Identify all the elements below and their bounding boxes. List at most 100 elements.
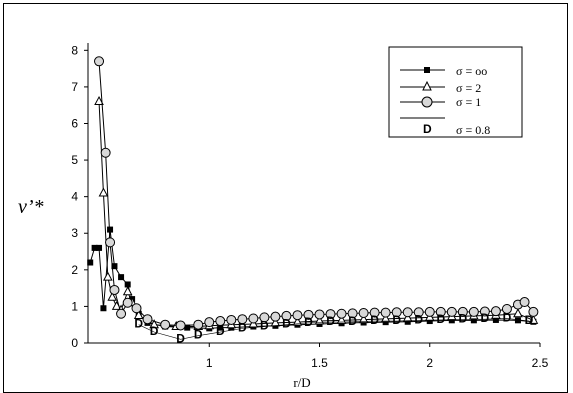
legend-marker-open-circle [421, 96, 433, 108]
x-tick-label: 2 [426, 356, 433, 370]
data-point-circle [215, 316, 226, 327]
data-point-circle [204, 317, 215, 328]
legend-marker-open-triangle [422, 80, 432, 91]
data-point-square [448, 317, 455, 324]
data-point-d: D [304, 315, 313, 329]
data-point-circle [193, 319, 204, 330]
y-axis-title: ν’* [18, 196, 44, 218]
data-point-circle [446, 306, 457, 317]
legend: σ = oo σ = 2 σ = 1 D σ = 0.8 [388, 46, 523, 138]
data-point-d: D [436, 312, 445, 326]
data-point-d: D [238, 320, 247, 334]
data-point-triangle [336, 314, 347, 324]
legend-entry-sigma-0-8: D σ = 0.8 [400, 117, 490, 137]
data-point-circle [105, 237, 116, 248]
legend-entry-sigma-1: σ = 1 [400, 95, 481, 109]
data-point-square [124, 281, 131, 288]
data-point-circle [100, 147, 111, 158]
data-point-triangle [513, 308, 523, 318]
data-point-triangle [292, 316, 303, 326]
data-point-triangle [402, 312, 413, 322]
data-point-triangle [358, 314, 369, 324]
legend-marker-letter-d: D [423, 122, 432, 136]
data-point-triangle [122, 286, 133, 296]
y-tick-label: 1 [71, 299, 78, 313]
data-point-square [107, 226, 114, 233]
data-point-square [184, 324, 191, 331]
data-point-d: D [282, 317, 291, 331]
data-point-d: D [525, 313, 534, 327]
data-point-circle [122, 297, 133, 308]
legend-label-sigma-0-8: σ = 0.8 [456, 123, 490, 137]
y-tick-label: 4 [71, 190, 78, 204]
data-point-circle [160, 319, 171, 330]
data-point-circle [131, 303, 142, 314]
data-point-circle [519, 297, 530, 308]
data-point-d: D [216, 324, 225, 338]
data-point-d: D [150, 324, 159, 338]
data-point-triangle [98, 187, 109, 197]
data-point-circle [109, 284, 120, 295]
data-point-d: D [326, 314, 335, 328]
data-point-d: D [176, 331, 185, 345]
data-point-circle [94, 56, 105, 67]
x-axis-title: r/D [293, 375, 310, 389]
data-point-d: D [370, 313, 379, 327]
data-point-square [426, 318, 433, 325]
x-tick-label: 2.5 [532, 356, 549, 370]
y-tick-label: 7 [71, 80, 78, 94]
data-point-square [514, 317, 521, 324]
data-point-d: D [194, 328, 203, 342]
data-point-circle [369, 307, 380, 318]
data-point-square [470, 317, 477, 324]
data-point-square [91, 244, 98, 251]
data-point-circle [402, 307, 413, 318]
y-tick-label: 2 [71, 263, 78, 277]
legend-label-sigma-oo: σ = oo [456, 64, 487, 78]
data-point-d: D [134, 317, 143, 331]
data-point-square [100, 305, 107, 312]
data-point-circle [314, 309, 325, 320]
data-point-triangle [380, 313, 391, 323]
data-point-circle [435, 306, 446, 317]
data-point-circle [391, 307, 402, 318]
data-point-triangle [94, 95, 104, 106]
y-tick-label: 3 [71, 226, 78, 240]
data-point-circle [292, 310, 303, 321]
data-point-circle [528, 306, 539, 317]
data-point-circle [142, 314, 153, 325]
data-point-circle [175, 320, 186, 331]
data-point-d: D [260, 319, 269, 333]
data-point-triangle [103, 271, 113, 281]
data-point-d: D [503, 310, 512, 324]
data-point-square [118, 274, 125, 281]
legend-label-sigma-2: σ = 2 [456, 81, 481, 95]
data-point-circle [281, 310, 292, 321]
legend-entry-sigma-2: σ = 2 [400, 80, 481, 95]
data-point-triangle [133, 309, 144, 320]
data-point-d: D [348, 314, 357, 328]
data-point-circle [336, 308, 347, 319]
data-point-circle [413, 307, 424, 318]
data-point-d: D [414, 312, 423, 326]
legend-entry-sigma-oo: σ = oo [400, 64, 487, 78]
x-tick-label: 1 [206, 356, 213, 370]
data-point-circle [424, 306, 435, 317]
data-point-d: D [481, 311, 490, 325]
data-point-circle [116, 308, 127, 319]
data-point-triangle [528, 314, 539, 324]
y-tick-label: 8 [71, 43, 78, 57]
data-point-d: D [392, 313, 401, 327]
data-point-square [96, 244, 103, 251]
legend-box [388, 46, 523, 138]
data-point-circle [226, 314, 237, 325]
data-point-circle [248, 313, 259, 324]
data-point-circle [259, 312, 270, 323]
data-point-circle [490, 306, 501, 317]
data-point-circle [325, 309, 336, 320]
legend-label-sigma-1: σ = 1 [456, 95, 481, 109]
data-point-circle [380, 307, 391, 318]
data-point-circle [479, 306, 490, 317]
data-point-circle [347, 308, 358, 319]
data-point-circle [457, 306, 468, 317]
